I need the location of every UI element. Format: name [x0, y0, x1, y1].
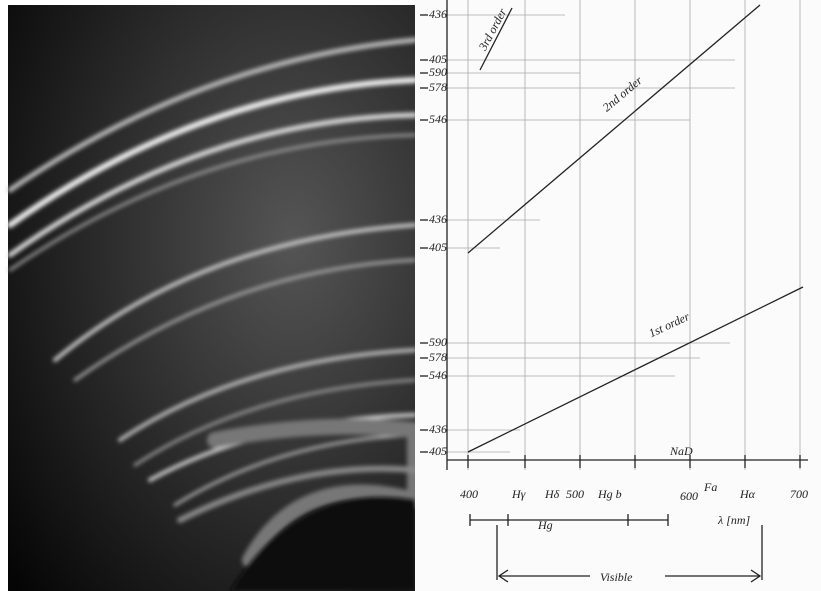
x-label: Fa — [703, 480, 717, 494]
x-label: 600 — [680, 489, 698, 503]
scale-label: 590 — [429, 335, 447, 349]
scale-label: 405 — [429, 444, 447, 458]
annotation: Hg — [537, 518, 553, 532]
scale-label: 546 — [429, 112, 447, 126]
x-label: Hγ — [511, 487, 526, 501]
annotation: λ [nm] — [717, 513, 751, 527]
scale-label: 546 — [429, 368, 447, 382]
scale-label: 436 — [429, 422, 447, 436]
x-label: 500 — [566, 487, 584, 501]
scale-label: 436 — [429, 7, 447, 21]
x-label: 700 — [790, 487, 808, 501]
x-label: Hα — [739, 487, 756, 501]
figure-svg: 4364055905785464364055905785464364053rd … — [0, 0, 821, 591]
x-label: Hg b — [597, 487, 622, 501]
figure: 4364055905785464364055905785464364053rd … — [0, 0, 821, 591]
x-label: 400 — [460, 487, 478, 501]
scale-label: 405 — [429, 240, 447, 254]
scale-label: 405 — [429, 52, 447, 66]
scale-label: 578 — [429, 80, 447, 94]
scale-label: 436 — [429, 212, 447, 226]
scale-label: 590 — [429, 65, 447, 79]
spectrum-photo — [8, 5, 415, 591]
x-label: Hδ — [544, 487, 560, 501]
annotation: Visible — [600, 570, 633, 584]
scale-label: 578 — [429, 350, 447, 364]
annotation: NaD — [669, 444, 693, 458]
